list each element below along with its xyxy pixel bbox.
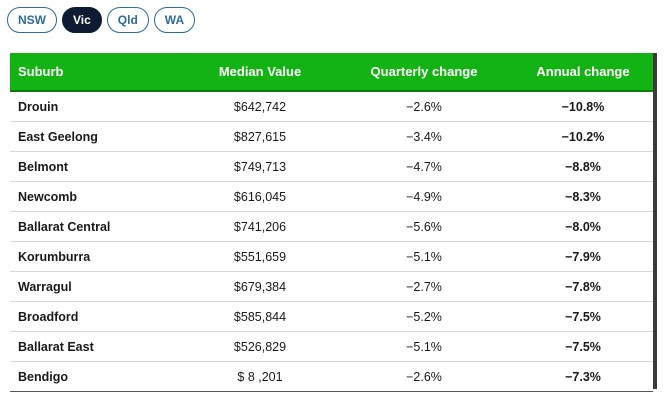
table-header-row: Suburb Median Value Quarterly change Ann… xyxy=(10,53,653,92)
cell-annual-change: −7.8% xyxy=(513,271,653,302)
cell-quarterly-change: −5.1% xyxy=(335,241,513,272)
cell-suburb: Korumburra xyxy=(10,241,185,272)
cell-median-value: $827,615 xyxy=(185,121,335,152)
table-row: Korumburra $551,659 −5.1% −7.9% xyxy=(10,241,653,272)
tab-qld[interactable]: Qld xyxy=(106,7,149,33)
cell-quarterly-change: −3.4% xyxy=(335,121,513,152)
table-row: Drouin $642,742 −2.6% −10.8% xyxy=(10,91,653,122)
cell-quarterly-change: −2.6% xyxy=(335,91,513,122)
cell-suburb: Bendigo xyxy=(10,361,185,392)
cell-annual-change: −10.8% xyxy=(513,91,653,122)
cell-suburb: Warragul xyxy=(10,271,185,302)
cell-suburb: Newcomb xyxy=(10,181,185,212)
tab-vic[interactable]: Vic xyxy=(62,7,102,33)
cell-median-value: $679,384 xyxy=(185,271,335,302)
header-quarterly-change: Quarterly change xyxy=(335,53,513,92)
table-row: Ballarat Central $741,206 −5.6% −8.0% xyxy=(10,211,653,242)
cell-suburb: Broadford xyxy=(10,301,185,332)
cell-quarterly-change: −2.6% xyxy=(335,361,513,392)
cell-median-value: $585,844 xyxy=(185,301,335,332)
table-row: Warragul $679,384 −2.7% −7.8% xyxy=(10,271,653,302)
cell-suburb: Belmont xyxy=(10,151,185,182)
cell-annual-change: −7.5% xyxy=(513,301,653,332)
cell-quarterly-change: −4.7% xyxy=(335,151,513,182)
table-row: Broadford $585,844 −5.2% −7.5% xyxy=(10,301,653,332)
cell-annual-change: −7.3% xyxy=(513,361,653,392)
cell-suburb: Ballarat Central xyxy=(10,211,185,242)
cell-suburb: Ballarat East xyxy=(10,331,185,362)
cell-median-value: $749,713 xyxy=(185,151,335,182)
cell-median-value: $ 8 ,201 xyxy=(185,361,335,392)
cell-suburb: East Geelong xyxy=(10,121,185,152)
suburb-table-container: Suburb Median Value Quarterly change Ann… xyxy=(10,53,657,392)
tab-nsw[interactable]: NSW xyxy=(7,7,57,33)
table-row: Ballarat East $526,829 −5.1% −7.5% xyxy=(10,331,653,362)
cell-annual-change: −7.9% xyxy=(513,241,653,272)
cell-annual-change: −7.5% xyxy=(513,331,653,362)
table-row: Bendigo $ 8 ,201 −2.6% −7.3% xyxy=(10,361,653,392)
header-annual-change: Annual change xyxy=(513,53,653,92)
cell-quarterly-change: −5.2% xyxy=(335,301,513,332)
cell-suburb: Drouin xyxy=(10,91,185,122)
cell-annual-change: −10.2% xyxy=(513,121,653,152)
table-row: Newcomb $616,045 −4.9% −8.3% xyxy=(10,181,653,212)
cell-median-value: $616,045 xyxy=(185,181,335,212)
header-suburb: Suburb xyxy=(10,53,185,92)
cell-median-value: $741,206 xyxy=(185,211,335,242)
table-edge-divider xyxy=(653,53,657,389)
cell-median-value: $551,659 xyxy=(185,241,335,272)
cell-annual-change: −8.8% xyxy=(513,151,653,182)
tab-wa[interactable]: WA xyxy=(153,7,196,33)
header-median-value: Median Value xyxy=(185,53,335,92)
cell-median-value: $642,742 xyxy=(185,91,335,122)
table-row: East Geelong $827,615 −3.4% −10.2% xyxy=(10,121,653,152)
cell-median-value: $526,829 xyxy=(185,331,335,362)
cell-annual-change: −8.3% xyxy=(513,181,653,212)
table-row: Belmont $749,713 −4.7% −8.8% xyxy=(10,151,653,182)
cell-quarterly-change: −2.7% xyxy=(335,271,513,302)
cell-quarterly-change: −5.1% xyxy=(335,331,513,362)
cell-annual-change: −8.0% xyxy=(513,211,653,242)
cell-quarterly-change: −4.9% xyxy=(335,181,513,212)
cell-quarterly-change: −5.6% xyxy=(335,211,513,242)
suburb-table: Suburb Median Value Quarterly change Ann… xyxy=(10,53,653,392)
state-tabs: NSW Vic Qld WA xyxy=(7,7,196,33)
